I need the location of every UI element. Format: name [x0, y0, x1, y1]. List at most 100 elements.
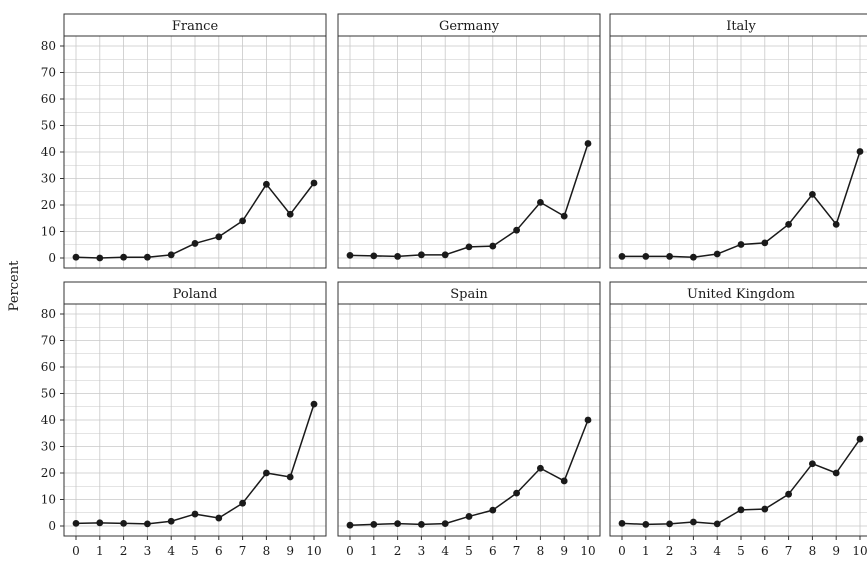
facet-strip-label: Italy: [726, 19, 756, 34]
data-point: [167, 517, 175, 525]
data-point: [584, 140, 592, 147]
x-tick-label: 8: [809, 544, 817, 558]
y-tick-label: 60: [41, 360, 56, 374]
data-point: [489, 242, 497, 250]
x-tick-label: 3: [144, 544, 152, 558]
x-tick-label: 7: [513, 544, 521, 558]
y-tick-label: 10: [41, 225, 56, 239]
x-tick-label: 4: [441, 544, 449, 558]
data-point: [713, 250, 721, 258]
data-point: [370, 521, 378, 528]
facet-strip-label: France: [172, 19, 219, 34]
data-point: [215, 514, 223, 522]
x-tick-label: 0: [72, 544, 80, 558]
data-point: [584, 416, 592, 424]
facet-strip-label: United Kingdom: [687, 287, 795, 302]
x-tick-label: 4: [713, 544, 721, 558]
data-point: [761, 239, 769, 247]
x-tick-label: 2: [666, 544, 674, 558]
data-point: [489, 506, 497, 514]
y-tick-label: 50: [41, 119, 56, 133]
data-point: [832, 469, 840, 477]
x-tick-label: 10: [580, 544, 595, 558]
data-point: [642, 521, 650, 528]
x-tick-label: 10: [306, 544, 321, 558]
data-point: [263, 469, 270, 477]
y-tick-label: 80: [41, 39, 56, 53]
data-point: [370, 252, 378, 260]
data-point: [642, 253, 650, 260]
y-tick-label: 40: [41, 145, 56, 159]
y-tick-label: 70: [41, 334, 56, 348]
x-tick-label: 7: [239, 544, 247, 558]
data-point: [737, 506, 745, 514]
y-tick-label: 20: [41, 198, 56, 212]
data-point: [560, 212, 568, 220]
data-point: [310, 400, 318, 408]
x-tick-label: 0: [618, 544, 626, 558]
data-point: [441, 251, 449, 259]
x-tick-label: 2: [120, 544, 128, 558]
y-tick-label: 30: [41, 172, 56, 186]
x-tick-label: 5: [191, 544, 199, 558]
data-point: [215, 233, 223, 241]
data-point: [560, 477, 568, 485]
facet-strip: [609, 13, 867, 37]
y-tick-label: 10: [41, 493, 56, 507]
panel-germany: Germany: [337, 13, 601, 269]
x-tick-label: 1: [96, 544, 104, 558]
data-point: [690, 253, 697, 261]
data-point: [618, 519, 626, 527]
data-point: [809, 191, 816, 198]
panel-spain: Spain 0 1 2 3 4 5 6 7 8 9 10: [337, 281, 601, 558]
x-tick-label: 2: [394, 544, 402, 558]
data-point: [120, 253, 127, 261]
x-tick-label: 8: [537, 544, 545, 558]
x-tick-label: 1: [370, 544, 378, 558]
data-point: [465, 243, 473, 251]
y-tick-label: 40: [41, 413, 56, 427]
data-point: [666, 253, 673, 260]
x-tick-label: 0: [346, 544, 354, 558]
facet-strip: [609, 281, 867, 305]
data-point: [856, 148, 864, 155]
y-tick-label: 60: [41, 92, 56, 106]
x-tick-label: 5: [465, 544, 473, 558]
data-point: [191, 510, 199, 518]
y-tick-label: 50: [41, 387, 56, 401]
facet-strip-label: Germany: [439, 19, 500, 34]
x-tick-label: 3: [690, 544, 698, 558]
x-tick-label: 1: [642, 544, 650, 558]
data-point: [785, 220, 792, 228]
panel-italy: Italy: [609, 13, 867, 269]
data-point: [441, 520, 449, 528]
facet-strip: [63, 281, 327, 305]
data-point: [239, 217, 247, 225]
data-point: [346, 251, 354, 259]
y-tick-label: 80: [41, 307, 56, 321]
data-point: [666, 520, 673, 528]
panel-united-kingdom: United Kingdom 0 1 2 3 4 5 6 7 8 9 10: [609, 281, 867, 558]
x-tick-label: 10: [852, 544, 867, 558]
y-tick-label: 30: [41, 440, 56, 454]
x-tick-label: 6: [215, 544, 223, 558]
data-point: [537, 464, 544, 472]
panel-france: France 0 10 20 30 40 50 60 70 80: [41, 13, 327, 269]
x-tick-label: 4: [167, 544, 175, 558]
facet-strip: [337, 281, 601, 305]
data-point: [856, 435, 864, 443]
data-point: [310, 179, 318, 187]
y-tick-label: 0: [48, 251, 56, 265]
y-tick-label: 70: [41, 66, 56, 80]
data-point: [394, 253, 401, 260]
data-point: [72, 519, 80, 527]
data-point: [690, 518, 697, 526]
data-point: [120, 519, 127, 527]
data-point: [809, 460, 816, 468]
y-tick-label: 20: [41, 466, 56, 480]
x-tick-label: 6: [761, 544, 769, 558]
data-point: [785, 490, 792, 498]
y-tick-label: 0: [48, 519, 56, 533]
data-point: [618, 253, 626, 260]
